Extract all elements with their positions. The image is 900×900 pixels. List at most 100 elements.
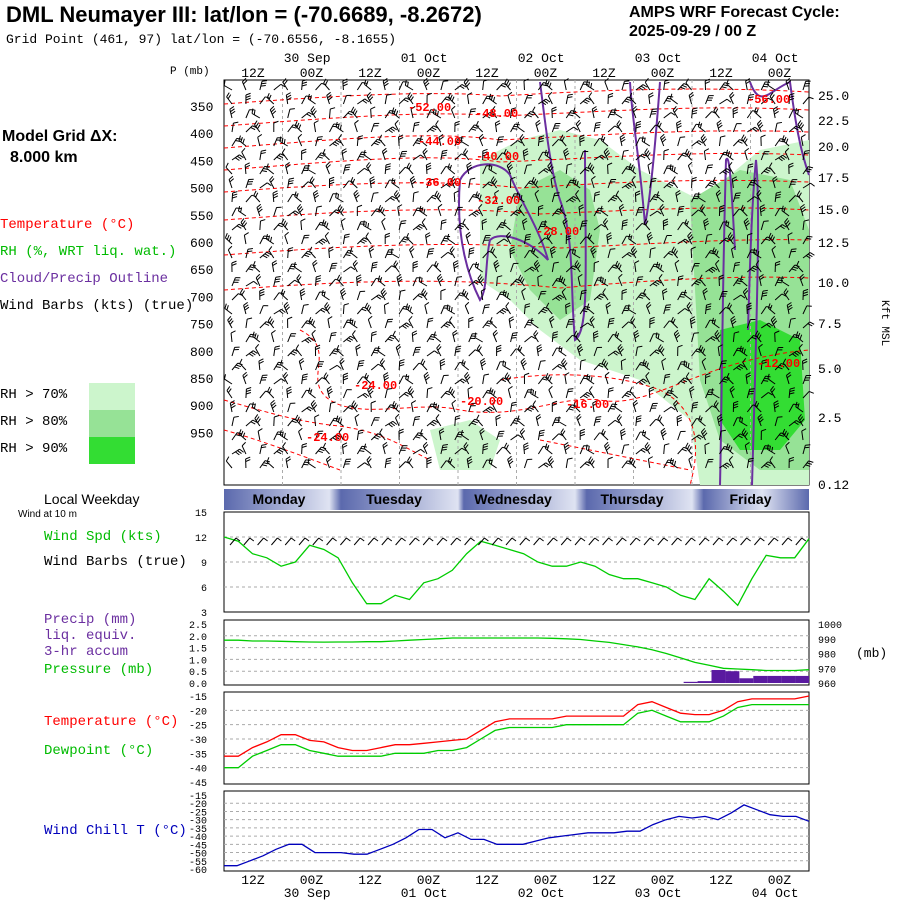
wind-barb (384, 163, 391, 175)
wind-barb (677, 83, 689, 91)
wind-barb (663, 79, 670, 91)
wind-barb (691, 434, 704, 441)
wind-barb (294, 191, 302, 203)
rh-key-80-swatch (89, 410, 135, 437)
wind-barb (287, 210, 300, 217)
wind-barb (725, 149, 734, 161)
wind-barb (576, 413, 582, 427)
height-tick-label: 22.5 (818, 114, 849, 129)
wind-barb (504, 78, 511, 91)
surface-wind-barb (533, 537, 544, 546)
wind-barb (788, 93, 795, 105)
wind-barb (788, 350, 801, 358)
wind-barb (315, 275, 322, 287)
wind-barb (697, 121, 706, 133)
wind-chill-tick: -35 (189, 825, 207, 836)
wind-barb (794, 108, 804, 119)
wind-barb (259, 219, 266, 231)
wind-barb (507, 386, 513, 399)
precip-bar (697, 681, 712, 683)
wind-barb (327, 316, 333, 329)
wind-barb (647, 162, 653, 175)
wind-barb (677, 430, 686, 441)
model-grid-label: Model Grid ΔX: (2, 128, 118, 145)
wind-barb (718, 429, 727, 441)
wind-barb (677, 308, 690, 315)
wind-barb (284, 231, 289, 245)
surface-wind-barb (340, 537, 351, 546)
wind-barb (494, 120, 501, 133)
surface-wind-barb (284, 537, 296, 546)
wind-barb (531, 176, 539, 189)
surface-wind-barb (712, 537, 724, 546)
wind-barb (390, 248, 400, 259)
wind-barb (589, 315, 595, 329)
wind-barb (482, 443, 489, 455)
wind-barb (229, 106, 236, 119)
contour-label: -56.00 (747, 93, 790, 107)
precip-pressure-panel (223, 619, 810, 686)
rh-key-90-swatch (89, 437, 135, 464)
wind-barb (287, 177, 295, 189)
wind-barb (563, 147, 570, 161)
wind-barb (800, 134, 806, 147)
wind-barb (802, 219, 810, 231)
wind-barb (674, 259, 680, 273)
wind-barb (407, 456, 414, 469)
wind-barb (426, 92, 433, 105)
wind-barb (398, 428, 404, 441)
wind-barb (225, 162, 233, 175)
wind-barb (412, 154, 425, 161)
wind-barb (447, 163, 456, 175)
wind-barb (224, 303, 233, 315)
wind-barb (774, 154, 788, 162)
wind-barb (311, 329, 317, 343)
wind-barb (340, 287, 347, 301)
wind-barb (226, 92, 233, 105)
wind-barb (482, 112, 495, 119)
wind-barb (676, 414, 683, 427)
wind-barb (551, 192, 560, 203)
wind-barb (356, 360, 365, 371)
surface-wind-barb (754, 537, 765, 546)
wind-barb (657, 120, 665, 133)
wind-barb (301, 304, 309, 315)
wind-barb (245, 92, 251, 104)
wind-barb (433, 260, 442, 273)
wind-barb (607, 162, 613, 175)
wind-barb (536, 344, 543, 357)
wind-barb (660, 133, 667, 147)
wind-barb (562, 217, 568, 231)
wind-barb (452, 260, 459, 273)
wind-barb (573, 400, 581, 413)
wind-barb (537, 290, 547, 301)
wind-barb (337, 204, 345, 217)
wind-barb (224, 233, 233, 245)
bottom-time-label: 00Z (651, 873, 675, 888)
temperature-tick: -30 (189, 736, 207, 747)
wind-chill-tick: -30 (189, 817, 207, 828)
wind-barb (478, 203, 484, 217)
wind-barb (287, 263, 297, 273)
wind-barb (482, 373, 490, 385)
wind-barb (301, 373, 308, 385)
surface-wind-barb (229, 537, 241, 546)
wind-barb (293, 261, 302, 273)
surface-wind-barb (298, 537, 310, 546)
wind-barb (685, 78, 692, 91)
wind-barb (592, 400, 598, 413)
wind-barb (482, 234, 491, 245)
wind-barb (768, 232, 776, 245)
wind-barb (576, 343, 584, 357)
wind-barb (412, 223, 425, 231)
wind-barb (464, 371, 471, 385)
top-time-label: 00Z (417, 66, 441, 81)
wind-barb (363, 149, 372, 161)
wind-barb (494, 190, 500, 203)
wind-barb (621, 288, 627, 301)
wind-barb (677, 238, 690, 245)
contour-label: -52.00 (408, 101, 451, 115)
wind-barb (341, 442, 348, 455)
wind-barb (482, 320, 494, 329)
wind-barb (343, 335, 355, 343)
